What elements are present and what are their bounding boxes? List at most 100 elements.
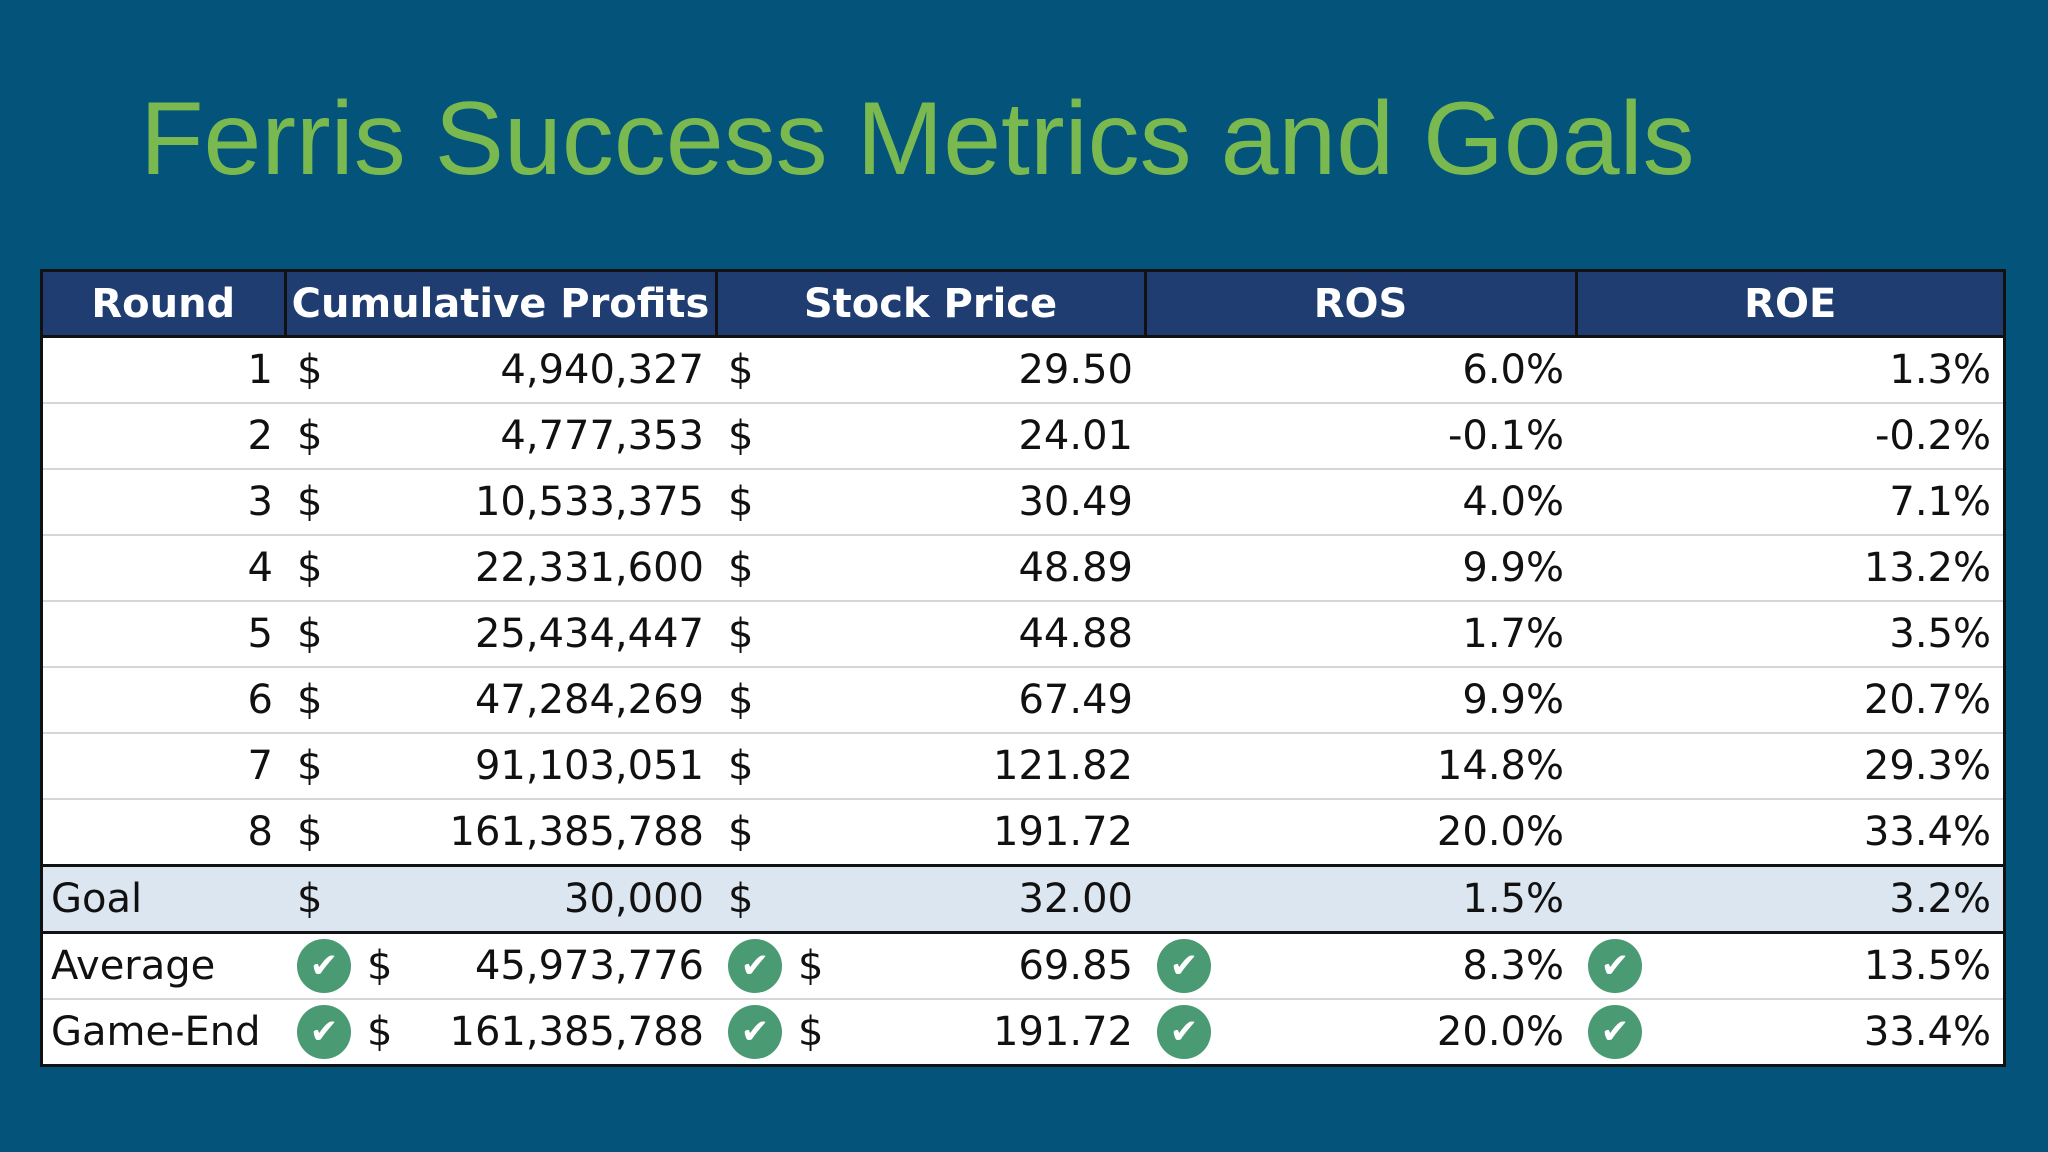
round-number: 1 <box>43 336 285 404</box>
roe-value: -0.2% <box>1576 403 2003 470</box>
table-row: 8 $161,385,788 $191.72 20.0% 33.4% <box>43 799 2003 867</box>
currency-symbol: $ <box>297 347 323 393</box>
summary-label: Game-End <box>51 1009 261 1055</box>
stock-price: 24.01 <box>1018 413 1133 459</box>
table-row: 5 $25,434,447 $44.88 1.7% 3.5% <box>43 601 2003 668</box>
currency-symbol: $ <box>728 611 754 657</box>
ros-value: 1.7% <box>1145 601 1576 668</box>
roe-value: 3.5% <box>1576 601 2003 668</box>
currency-symbol: $ <box>728 809 754 855</box>
check-circle-icon: ✔ <box>1157 1005 1211 1059</box>
roe-value: 33.4% <box>1576 799 2003 867</box>
check-circle-icon: ✔ <box>1157 939 1211 993</box>
currency-symbol: $ <box>728 479 754 525</box>
round-number: 5 <box>43 601 285 668</box>
round-number: 3 <box>43 469 285 536</box>
summary-profits: 45,973,776 <box>474 943 704 989</box>
ros-value: 9.9% <box>1145 535 1576 602</box>
cumulative-profits: 91,103,051 <box>474 743 704 789</box>
stock-price: 191.72 <box>993 809 1133 855</box>
cumulative-profits: 10,533,375 <box>474 479 704 525</box>
currency-symbol: $ <box>297 743 323 789</box>
ros-value: 6.0% <box>1145 336 1576 404</box>
goal-label: Goal <box>43 864 285 934</box>
currency-symbol: $ <box>367 943 393 989</box>
summary-ros: 20.0% <box>1436 1009 1564 1055</box>
summary-row: Game-End ✔ $161,385,788 ✔ $191.72 ✔ 20.0% ✔ 33.4… <box>43 999 2003 1064</box>
table-row: 4 $22,331,600 $48.89 9.9% 13.2% <box>43 535 2003 602</box>
table-row: 1 $4,940,327 $29.50 6.0% 1.3% <box>43 336 2003 404</box>
table-row: 7 $91,103,051 $121.82 14.8% 29.3% <box>43 733 2003 800</box>
cumulative-profits: 4,777,353 <box>500 413 704 459</box>
summary-roe: 33.4% <box>1863 1009 1991 1055</box>
goal-stock-price: 32.00 <box>1018 876 1133 922</box>
summary-stock-price: 191.72 <box>993 1009 1133 1055</box>
roe-value: 7.1% <box>1576 469 2003 536</box>
cumulative-profits: 4,940,327 <box>500 347 704 393</box>
stock-price: 48.89 <box>1018 545 1133 591</box>
cumulative-profits: 161,385,788 <box>449 809 704 855</box>
stock-price: 121.82 <box>993 743 1133 789</box>
check-circle-icon: ✔ <box>297 1005 351 1059</box>
currency-symbol: $ <box>297 876 323 922</box>
ros-value: 4.0% <box>1145 469 1576 536</box>
header-stock-price: Stock Price <box>716 272 1147 338</box>
currency-symbol: $ <box>728 413 754 459</box>
ros-value: 9.9% <box>1145 667 1576 734</box>
currency-symbol: $ <box>728 545 754 591</box>
summary-profits: 161,385,788 <box>449 1009 704 1055</box>
cumulative-profits: 47,284,269 <box>474 677 704 723</box>
ros-value: 14.8% <box>1145 733 1576 800</box>
ros-value: -0.1% <box>1145 403 1576 470</box>
stock-price: 29.50 <box>1018 347 1133 393</box>
currency-symbol: $ <box>728 347 754 393</box>
header-roe: ROE <box>1576 272 2003 338</box>
currency-symbol: $ <box>297 611 323 657</box>
check-circle-icon: ✔ <box>1588 1005 1642 1059</box>
metrics-table: Round Cumulative Profits Stock Price ROS… <box>40 269 2006 1067</box>
summary-label: Average <box>43 932 285 1000</box>
cumulative-profits: 22,331,600 <box>474 545 704 591</box>
round-number: 2 <box>43 403 285 470</box>
goal-profits: 30,000 <box>564 876 704 922</box>
cumulative-profits: 25,434,447 <box>474 611 704 657</box>
currency-symbol: $ <box>297 677 323 723</box>
ros-value: 20.0% <box>1145 799 1576 867</box>
header-round: Round <box>43 272 287 338</box>
goal-ros: 1.5% <box>1145 864 1576 934</box>
goal-roe: 3.2% <box>1576 864 2003 934</box>
table-row: 2 $4,777,353 $24.01 -0.1% -0.2% <box>43 403 2003 470</box>
summary-row: Average ✔ $45,973,776 ✔ $69.85 ✔ 8.3% ✔ 13.5% <box>43 932 2003 1000</box>
goal-row: Goal $ 30,000 $ 32.00 1.5% 3.2% <box>43 864 2003 934</box>
currency-symbol: $ <box>728 876 754 922</box>
currency-symbol: $ <box>367 1009 393 1055</box>
currency-symbol: $ <box>728 677 754 723</box>
currency-symbol: $ <box>297 479 323 525</box>
header-row: Round Cumulative Profits Stock Price ROS… <box>43 272 2003 338</box>
stock-price: 30.49 <box>1018 479 1133 525</box>
check-circle-icon: ✔ <box>728 939 782 993</box>
round-number: 6 <box>43 667 285 734</box>
roe-value: 1.3% <box>1576 336 2003 404</box>
page-title: Ferris Success Metrics and Goals <box>140 81 1695 197</box>
table-row: 3 $10,533,375 $30.49 4.0% 7.1% <box>43 469 2003 536</box>
table-row: 6 $47,284,269 $67.49 9.9% 20.7% <box>43 667 2003 734</box>
check-circle-icon: ✔ <box>728 1005 782 1059</box>
currency-symbol: $ <box>297 545 323 591</box>
roe-value: 20.7% <box>1576 667 2003 734</box>
currency-symbol: $ <box>728 743 754 789</box>
check-circle-icon: ✔ <box>1588 939 1642 993</box>
stock-price: 44.88 <box>1018 611 1133 657</box>
round-number: 7 <box>43 733 285 800</box>
currency-symbol: $ <box>297 809 323 855</box>
round-number: 8 <box>43 799 285 867</box>
summary-ros: 8.3% <box>1462 943 1564 989</box>
summary-roe: 13.5% <box>1863 943 1991 989</box>
check-circle-icon: ✔ <box>297 939 351 993</box>
summary-stock-price: 69.85 <box>1018 943 1133 989</box>
header-cumulative-profits: Cumulative Profits <box>285 272 718 338</box>
currency-symbol: $ <box>798 1009 824 1055</box>
round-number: 4 <box>43 535 285 602</box>
header-ros: ROS <box>1145 272 1578 338</box>
currency-symbol: $ <box>297 413 323 459</box>
